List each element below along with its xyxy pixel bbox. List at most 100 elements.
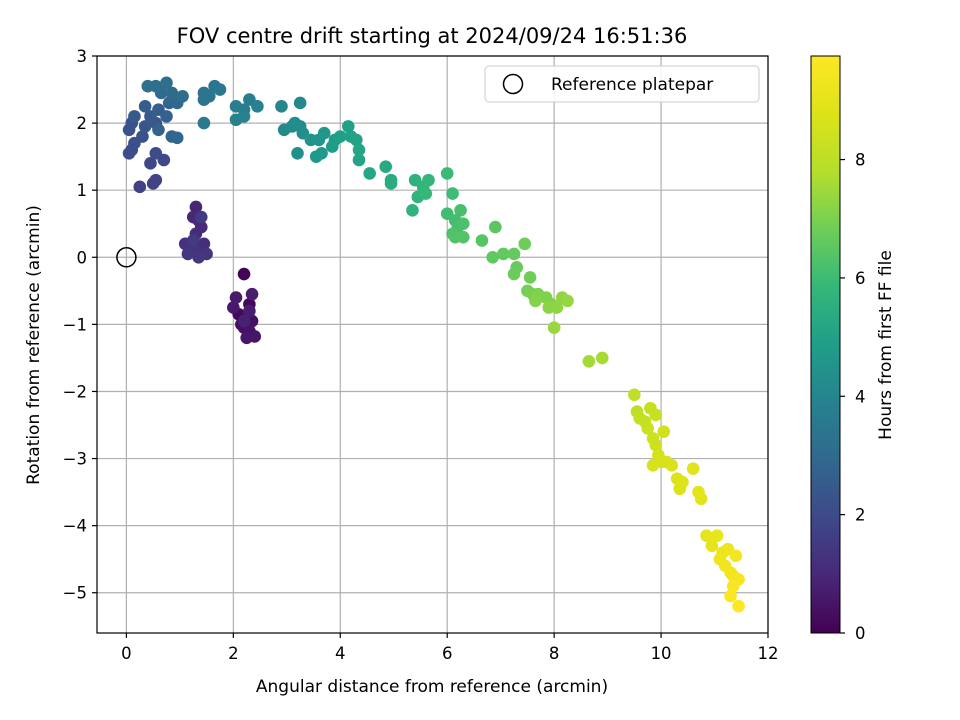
colorbar-gradient [810,55,841,634]
data-point [333,130,347,143]
data-point [138,100,152,113]
colorbar: 0 2 4 6 8 Hours from first FF file [810,55,896,643]
data-point [446,187,459,200]
data-point [694,492,708,506]
reference-marker-group [116,247,137,268]
data-point [138,120,152,133]
y-tick-label: 1 [77,181,88,200]
chart-title: FOV centre drift starting at 2024/09/24 … [177,24,688,48]
data-point [144,157,157,170]
y-tick-label: 2 [77,114,88,133]
x-tick-label: 2 [228,644,239,663]
y-tick-label: 3 [77,47,88,66]
data-point [705,539,719,553]
data-point [237,267,251,281]
data-point [133,180,147,194]
data-point [341,120,355,133]
data-point [582,354,596,368]
x-axis-label: Angular distance from reference (arcmin) [256,677,608,697]
data-point [454,204,467,217]
data-point [628,388,641,402]
y-tick-label: −3 [63,450,87,469]
data-point [186,234,200,247]
y-axis-ticks: 3 2 1 0 −1 −2 −3 −4 −5 [63,47,97,603]
data-point [122,146,136,160]
data-point [641,422,655,435]
data-point [288,116,302,130]
data-point [293,96,307,110]
colorbar-tick-label: 6 [855,269,866,288]
colorbar-ticks: 0 2 4 6 8 [840,151,866,643]
y-tick-label: −2 [63,382,87,401]
y-tick-label: 0 [77,248,88,267]
data-point [317,126,331,140]
y-tick-label: −4 [63,517,87,536]
data-point [456,217,470,231]
data-point [384,177,398,190]
data-point [646,458,660,472]
data-point [275,100,288,113]
data-point [309,150,323,163]
data-point [529,294,542,308]
data-point [128,110,141,123]
data-point [475,234,489,247]
data-point [686,462,700,475]
data-point [291,146,304,160]
data-point [352,143,366,157]
data-point [141,79,155,93]
data-point [700,529,713,543]
data-point [181,247,195,261]
x-tick-label: 12 [758,644,779,663]
data-point [649,408,663,422]
data-point [165,86,179,100]
data-point [194,210,208,224]
data-point [550,301,564,314]
legend-reference-marker [502,73,524,95]
y-tick-label: −5 [63,584,87,603]
x-tick-label: 8 [549,644,560,663]
data-point [561,294,574,308]
data-point [350,133,363,147]
data-point [507,247,521,261]
data-point [422,173,435,187]
data-point [440,167,454,180]
data-point [489,220,502,234]
data-point [136,130,149,143]
data-point [456,230,470,244]
colorbar-tick-label: 2 [855,506,866,525]
data-point [657,425,671,439]
legend-box [484,65,760,103]
data-point [547,321,561,335]
data-point [595,351,609,365]
data-point [170,131,184,145]
data-point [152,123,165,137]
data-point [406,204,419,217]
data-point [237,314,251,328]
data-point [507,267,521,281]
data-point [229,291,243,304]
x-axis-ticks: 0 2 4 6 8 10 12 [121,633,779,663]
plot-area-frame [96,55,769,634]
data-point [251,100,264,113]
data-point [726,579,740,593]
data-point [197,116,211,130]
data-point [523,271,537,284]
data-point [497,247,510,261]
data-point [665,458,679,472]
data-point [245,287,259,301]
colorbar-label: Hours from first FF file [876,250,896,440]
data-point [710,529,724,543]
data-point [192,250,205,264]
data-point [486,250,499,264]
data-point [176,89,189,103]
data-point [227,301,240,314]
colorbar-tick-label: 0 [855,624,866,643]
data-point [649,438,663,452]
data-point [149,146,163,160]
data-point [160,76,173,90]
data-point [729,549,743,563]
data-point [240,331,254,345]
colorbar-tick-label: 8 [855,151,866,170]
x-tick-label: 6 [442,644,453,663]
